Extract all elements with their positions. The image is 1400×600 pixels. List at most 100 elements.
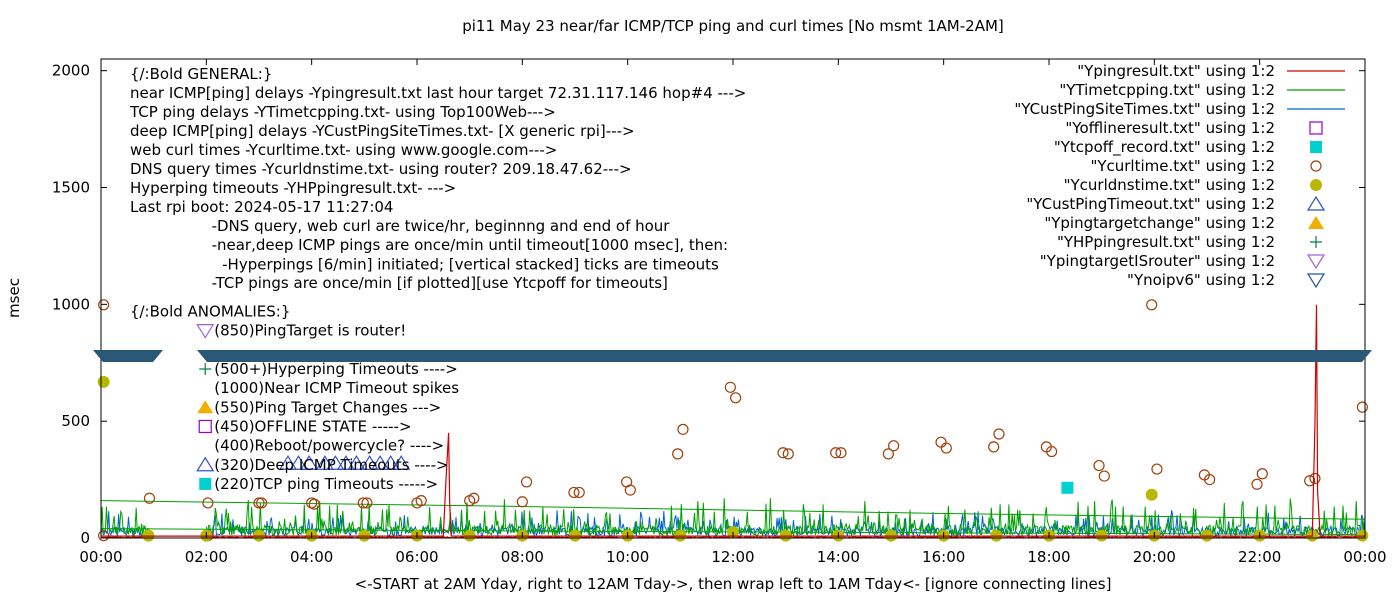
data-point xyxy=(1061,481,1074,494)
annotation-text: -near,deep ICMP pings are once/min until… xyxy=(212,236,729,254)
legend-label: "Ypingresult.txt" using 1:2 xyxy=(1077,62,1275,80)
data-point xyxy=(777,447,789,459)
annotation-text: (400)Reboot/powercycle? ----> xyxy=(214,437,444,455)
x-axis-label: <-START at 2AM Yday, right to 12AM Tday-… xyxy=(355,575,1112,593)
data-point xyxy=(940,442,952,454)
data-point xyxy=(1204,473,1216,486)
data-point xyxy=(97,375,110,388)
legend-label: "Ycurltime.txt" using 1:2 xyxy=(1090,157,1275,175)
data-point xyxy=(415,495,427,507)
annotation-text: DNS query times -Ycurldnstime.txt- using… xyxy=(130,160,632,178)
x-tick-label: 00:00 xyxy=(1343,548,1386,566)
x-tick-label: 18:00 xyxy=(1027,548,1070,566)
annotation-text: near ICMP[ping] delays -Ypingresult.txt … xyxy=(130,84,746,102)
data-point xyxy=(289,455,308,470)
legend-swatch xyxy=(1309,121,1323,135)
annotation-text: TCP ping delays -YTimetcpping.txt- using… xyxy=(129,103,556,121)
data-point xyxy=(782,448,794,460)
annotation-text: (450)OFFLINE STATE -----> xyxy=(214,417,411,435)
banner-left xyxy=(93,350,163,362)
annotation-text: -TCP pings are once/min [if plotted][use… xyxy=(212,274,668,292)
y-tick-label: 500 xyxy=(61,412,90,430)
annotation-text: -Hyperpings [6/min] initiated; [vertical… xyxy=(222,255,719,273)
series-line-4 xyxy=(101,304,1365,537)
annotation-text: (850)PingTarget is router! xyxy=(214,322,406,340)
data-point xyxy=(360,455,379,470)
legend-swatch xyxy=(1310,141,1322,153)
legend-label: "YTimetcpping.txt" using 1:2 xyxy=(1059,81,1275,99)
overlay-banner xyxy=(93,350,1372,362)
annotation-text: web curl times -Ycurltime.txt- using www… xyxy=(130,141,557,159)
legend-swatch xyxy=(1310,179,1322,191)
legend-swatch xyxy=(1306,273,1326,289)
data-point xyxy=(1093,459,1105,472)
legend-swatch xyxy=(1310,236,1322,248)
data-point xyxy=(202,497,214,509)
data-point xyxy=(357,497,369,509)
data-point xyxy=(888,440,900,452)
annotation-marker xyxy=(199,477,212,490)
legend-swatch xyxy=(1310,160,1322,172)
annotation-text: deep ICMP[ping] delays -YCustPingSiteTim… xyxy=(130,122,635,140)
annotation-text: (220)TCP ping Timeouts -----> xyxy=(214,475,438,493)
data-point xyxy=(299,455,319,470)
x-tick-label: 22:00 xyxy=(1238,548,1281,566)
data-point xyxy=(724,381,736,393)
data-point xyxy=(336,455,355,470)
annotation-text: {/:Bold ANOMALIES:} xyxy=(130,302,290,320)
x-tick-label: 20:00 xyxy=(1133,548,1176,566)
data-point xyxy=(1146,299,1158,311)
data-point xyxy=(468,492,480,504)
x-tick-label: 00:00 xyxy=(79,548,122,566)
annotation-text: Last rpi boot: 2024-05-17 11:27:04 xyxy=(130,198,394,216)
legend-swatch xyxy=(1306,254,1326,270)
data-point xyxy=(835,447,847,459)
data-point xyxy=(253,497,265,509)
data-point xyxy=(392,455,411,470)
data-point xyxy=(830,447,842,459)
series-layer xyxy=(97,299,1369,542)
legend-label: "YCustPingTimeout.txt" using 1:2 xyxy=(1026,195,1275,213)
annotation-marker xyxy=(196,324,215,339)
data-point xyxy=(143,492,156,504)
legend-label: "Ytcpoff_record.txt" using 1:2 xyxy=(1054,138,1275,157)
legend-label: "YCustPingSiteTimes.txt" using 1:2 xyxy=(1014,100,1275,118)
x-tick-label: 16:00 xyxy=(922,548,965,566)
data-point xyxy=(315,455,334,470)
data-point xyxy=(1356,401,1368,413)
legend-label: "Ynoipv6" using 1:2 xyxy=(1127,271,1275,289)
data-point xyxy=(1304,475,1316,487)
tcp-moving-average xyxy=(100,500,1366,520)
data-point xyxy=(882,448,894,460)
data-point xyxy=(672,448,684,460)
annotation-text: (550)Ping Target Changes ---> xyxy=(214,398,441,416)
annotation-marker xyxy=(196,456,215,472)
axes-layer: 00:00 02:00 04:00 06:00 08:00 10:00 12:00 14:00… xyxy=(52,59,1387,566)
x-tick-label: 12:00 xyxy=(711,548,754,566)
data-point xyxy=(1251,478,1263,490)
y-axis-label: msec xyxy=(5,278,23,318)
legend-label: "Ypingtargetchange" using 1:2 xyxy=(1044,214,1275,232)
annotation-text: (1000)Near ICMP Timeout spikes xyxy=(214,379,459,397)
data-point xyxy=(677,423,689,435)
chart-title: pi11 May 23 near/far ICMP/TCP ping and c… xyxy=(462,17,1004,35)
x-tick-label: 06:00 xyxy=(395,548,438,566)
legend-label: "YHPpingresult.txt" using 1:2 xyxy=(1057,233,1275,251)
data-point xyxy=(371,455,390,470)
data-point xyxy=(573,486,585,499)
annotation-marker xyxy=(197,400,214,414)
x-tick-label: 14:00 xyxy=(817,548,860,566)
legend-label: "Yofflineresult.txt" using 1:2 xyxy=(1065,119,1275,137)
legend: "Ypingresult.txt" using 1:2"YTimetcpping… xyxy=(1014,62,1345,289)
data-point xyxy=(993,428,1005,440)
data-point xyxy=(1309,472,1321,485)
data-point xyxy=(624,484,636,496)
y-tick-label: 2000 xyxy=(52,62,90,80)
data-point xyxy=(1151,463,1163,475)
data-point xyxy=(347,455,366,470)
x-tick-label: 10:00 xyxy=(606,548,649,566)
data-point xyxy=(1145,488,1158,501)
data-point xyxy=(308,498,320,510)
